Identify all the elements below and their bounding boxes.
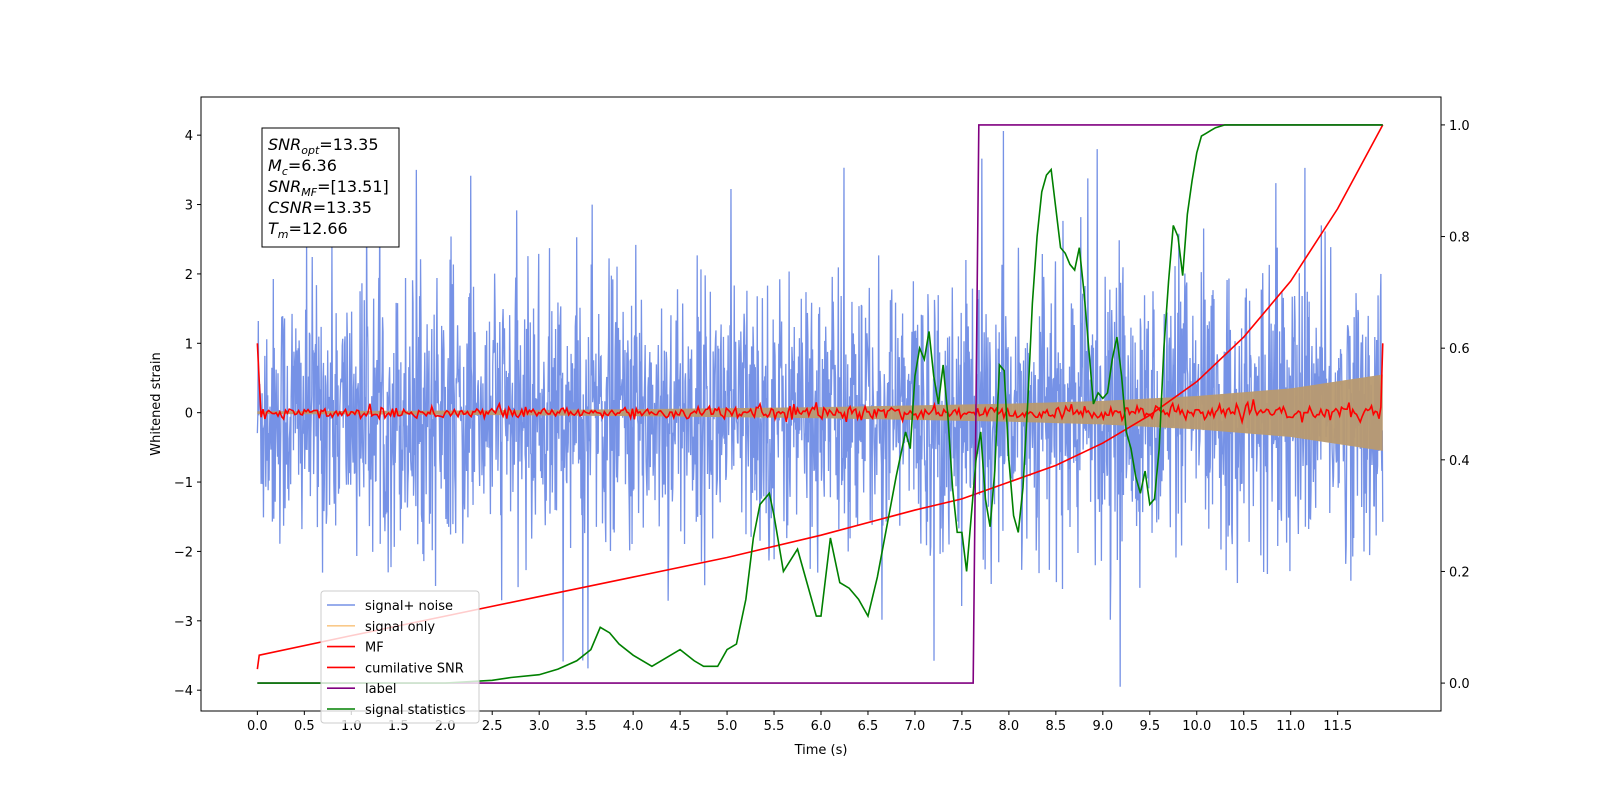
- x-tick-label: 5.5: [764, 719, 785, 734]
- x-tick-label: 8.5: [1046, 719, 1067, 734]
- y-tick-label: −4: [174, 684, 193, 699]
- stats-annotation-box: SNRopt=13.35Mc=6.36SNRMF=[13.51]CSNR=13.…: [261, 127, 400, 248]
- annotation-line: Mc=6.36: [268, 156, 337, 178]
- y-tick-label: 1: [185, 337, 193, 352]
- x-tick-label: 6.5: [858, 719, 879, 734]
- x-axis-ticks: 0.0 0.5 1.0 1.5 2.0 2.5 3.0 3.5 4.0 4.5 5.0 5.5 6.0 6…: [247, 711, 1352, 734]
- annotation-line: CSNR=13.35: [268, 198, 372, 217]
- x-tick-label: 9.5: [1139, 719, 1160, 734]
- legend: signal+ noise signal only MF cumilative SNR…: [320, 590, 480, 724]
- y-tick-label: −2: [174, 545, 193, 560]
- x-tick-label: 10.0: [1182, 719, 1211, 734]
- series-mf: [256, 343, 1384, 426]
- x-tick-label: 8.0: [999, 719, 1020, 734]
- x-tick-label: 0.5: [294, 719, 315, 734]
- y2-tick-label: 0.0: [1449, 677, 1470, 692]
- y-axis-ticks: −4 −3 −2 −1 0 1 2 3 4: [174, 129, 201, 699]
- x-tick-label: 2.5: [482, 719, 503, 734]
- x-axis-title: Time (s): [794, 743, 848, 758]
- y2-tick-label: 0.8: [1449, 231, 1470, 246]
- legend-label: signal+ noise: [365, 599, 453, 614]
- x-tick-label: 6.0: [811, 719, 832, 734]
- y-tick-label: 2: [185, 268, 193, 283]
- legend-label: label: [365, 682, 396, 697]
- y2-tick-label: 0.2: [1449, 565, 1470, 580]
- x-tick-label: 7.5: [952, 719, 973, 734]
- legend-label: signal statistics: [365, 703, 466, 718]
- x-tick-label: 10.5: [1229, 719, 1258, 734]
- x-tick-label: 4.5: [670, 719, 691, 734]
- x-tick-label: 4.0: [623, 719, 644, 734]
- series-label: [257, 124, 1383, 684]
- y-axis-title: Whitened strain: [149, 352, 164, 455]
- y2-tick-label: 0.4: [1449, 454, 1470, 469]
- y2-tick-label: 1.0: [1449, 119, 1470, 134]
- x-tick-label: 3.5: [576, 719, 597, 734]
- y-tick-label: 0: [185, 407, 193, 422]
- y-tick-label: 3: [185, 199, 193, 214]
- x-tick-label: 11.5: [1323, 719, 1352, 734]
- legend-label: cumilative SNR: [365, 661, 464, 676]
- annotation-line: SNRopt=13.35: [268, 135, 379, 157]
- x-tick-label: 11.0: [1276, 719, 1305, 734]
- legend-label: MF: [365, 641, 384, 656]
- series-signal-only: [257, 374, 1383, 451]
- x-tick-label: 9.0: [1092, 719, 1113, 734]
- annotation-frame: [261, 127, 400, 248]
- y-tick-label: −1: [174, 476, 193, 491]
- x-tick-label: 0.0: [247, 719, 268, 734]
- x-tick-label: 7.0: [905, 719, 926, 734]
- series-signal-statistics: [257, 124, 1383, 684]
- y2-tick-label: 0.6: [1449, 342, 1470, 357]
- annotation-line: Tm=12.66: [268, 219, 348, 241]
- legend-label: signal only: [365, 620, 435, 635]
- annotation-line: SNRMF=[13.51]: [268, 177, 389, 199]
- y2-axis-ticks: 0.0 0.2 0.4 0.6 0.8 1.0: [1441, 119, 1470, 692]
- x-tick-label: 3.0: [529, 719, 550, 734]
- legend-frame: [320, 590, 480, 724]
- y-tick-label: −3: [174, 615, 193, 630]
- x-tick-label: 5.0: [717, 719, 738, 734]
- y-tick-label: 4: [185, 129, 193, 144]
